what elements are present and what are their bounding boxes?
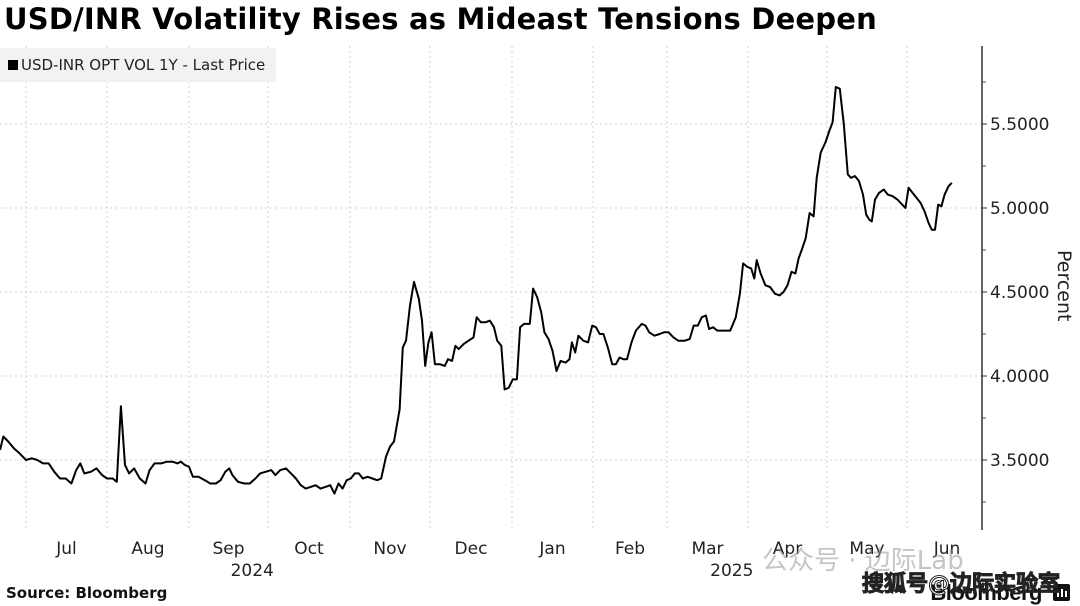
x-year-label-2025: 2025 (710, 561, 753, 581)
legend-swatch (8, 60, 18, 70)
y-tick-label: 4.0000 (990, 367, 1049, 387)
source-note: Source: Bloomberg (6, 584, 168, 602)
sohu-watermark: 搜狐号@边际实验室 (861, 572, 1061, 598)
x-month-label-jun: Jun (933, 539, 961, 559)
y-axis-label: Percent (1053, 250, 1075, 322)
chart-title: USD/INR Volatility Rises as Mideast Tens… (4, 2, 877, 36)
x-month-label-feb: Feb (615, 539, 645, 559)
x-month-label-aug: Aug (131, 539, 164, 559)
x-month-label-jul: Jul (55, 539, 77, 559)
y-tick-label: 5.0000 (990, 199, 1049, 219)
legend: USD-INR OPT VOL 1Y - Last Price (0, 48, 276, 82)
wechat-watermark: 公众号 · 边际Lab (762, 546, 964, 576)
y-tick-label: 3.5000 (990, 451, 1049, 471)
legend-label: USD-INR OPT VOL 1Y - Last Price (21, 56, 266, 74)
x-month-label-may: May (849, 539, 884, 559)
series-layer (0, 86, 953, 495)
x-month-label-mar: Mar (691, 539, 723, 559)
x-axis: Jul Aug Sep Oct Nov Dec Jan Feb Mar Apr May Jun 2024… (55, 539, 960, 581)
x-month-label-sep: Sep (212, 539, 244, 559)
y-tick-label: 5.5000 (990, 115, 1049, 135)
x-year-label-2024: 2024 (231, 561, 274, 581)
gridlines (0, 46, 982, 530)
y-tick-label: 4.5000 (990, 283, 1049, 303)
x-month-label-jan: Jan (538, 539, 565, 559)
y-axis: 3.5000 4.0000 4.5000 5.0000 5.5000 Percent (981, 46, 1075, 530)
series-line (0, 86, 953, 495)
x-month-label-nov: Nov (373, 539, 406, 559)
x-month-label-dec: Dec (455, 539, 488, 559)
x-month-label-apr: Apr (773, 539, 802, 559)
bloomberg-chart-icon (1053, 584, 1070, 601)
x-month-label-oct: Oct (294, 539, 324, 559)
bloomberg-logo: Bloomberg (930, 580, 1042, 605)
